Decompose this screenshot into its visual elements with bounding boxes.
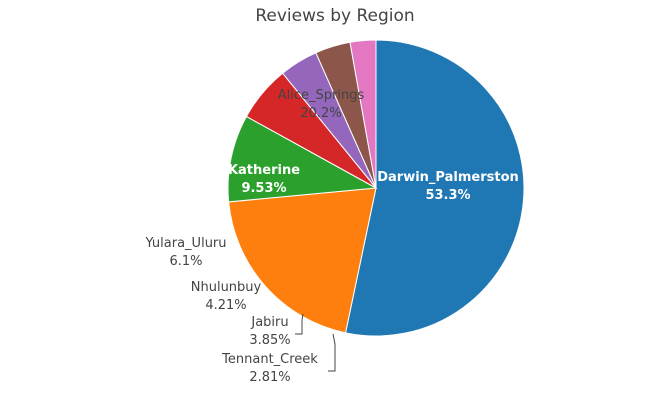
slice-percent-alice-springs: 20.2% xyxy=(300,106,341,121)
leader-line-jabiru xyxy=(295,313,304,335)
pie-slice-alice-springs[interactable] xyxy=(228,187,377,334)
slice-label-nhulunbuy: Nhulunbuy xyxy=(191,280,262,295)
slice-percent-darwin-palmerston: 53.3% xyxy=(425,188,470,203)
chart-title: Reviews by Region xyxy=(255,6,415,26)
slice-label-yulara-uluru: Yulara_Uluru xyxy=(144,236,226,251)
slice-percent-yulara-uluru: 6.1% xyxy=(169,254,202,269)
slice-percent-tennant-creek: 2.81% xyxy=(249,370,290,385)
slice-percent-katherine: 9.53% xyxy=(241,181,286,196)
pie-slice-darwin-palmerston[interactable] xyxy=(344,39,525,337)
pie-slice-tennant-creek[interactable] xyxy=(349,39,377,189)
slice-label-jabiru: Jabiru xyxy=(250,315,288,330)
slice-percent-jabiru: 3.85% xyxy=(249,333,290,348)
pie-slice-katherine[interactable] xyxy=(227,115,378,203)
slice-label-tennant-creek: Tennant_Creek xyxy=(221,352,318,367)
slice-label-katherine: Katherine xyxy=(228,163,300,178)
slice-label-darwin-palmerston: Darwin_Palmerston xyxy=(377,170,519,185)
slice-percent-nhulunbuy: 4.21% xyxy=(205,298,246,313)
slice-label-alice-springs: Alice_Springs xyxy=(278,88,365,103)
leader-line-tennant-creek xyxy=(328,333,336,372)
